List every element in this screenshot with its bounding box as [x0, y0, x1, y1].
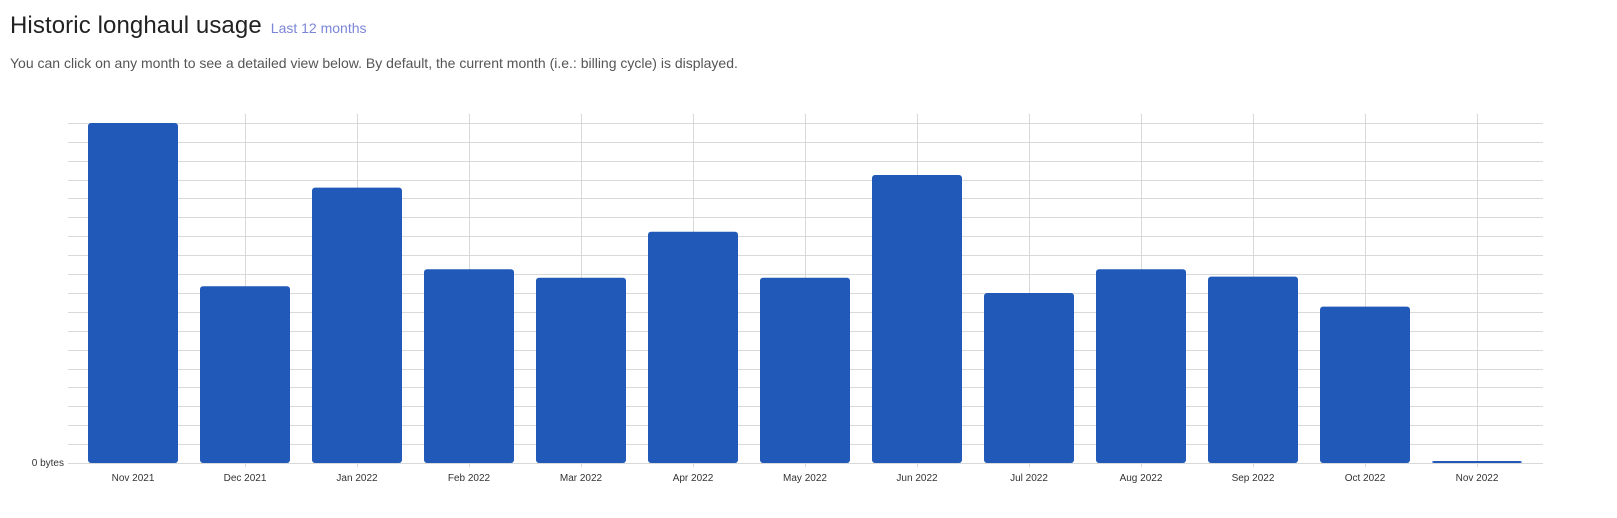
x-tick-label[interactable]: May 2022	[783, 473, 827, 484]
bar-aug-2022[interactable]	[1096, 269, 1186, 463]
bar-may-2022[interactable]	[760, 277, 850, 463]
y-tick-label-zero: 0 bytes	[32, 458, 64, 469]
chart-header: Historic longhaul usage Last 12 months	[10, 12, 367, 40]
x-tick-label[interactable]: Nov 2021	[112, 473, 155, 484]
x-tick-label[interactable]: Jul 2022	[1010, 473, 1048, 484]
x-tick-label[interactable]: Sep 2022	[1232, 473, 1275, 484]
bar-feb-2022[interactable]	[424, 269, 514, 463]
x-tick-label[interactable]: Jan 2022	[336, 473, 378, 484]
x-tick-label[interactable]: Apr 2022	[673, 473, 714, 484]
bar-jun-2022[interactable]	[872, 175, 962, 463]
x-tick-label[interactable]: Nov 2022	[1456, 473, 1499, 484]
bar-nov-2022[interactable]	[1432, 461, 1522, 463]
bar-sep-2022[interactable]	[1208, 276, 1298, 463]
bar-jan-2022[interactable]	[312, 187, 402, 463]
bars	[88, 123, 1522, 463]
x-tick-label[interactable]: Oct 2022	[1345, 473, 1386, 484]
range-link[interactable]: Last 12 months	[270, 20, 367, 36]
bar-apr-2022[interactable]	[648, 231, 738, 463]
bar-dec-2021[interactable]	[200, 286, 290, 463]
bar-oct-2022[interactable]	[1320, 306, 1410, 463]
x-tick-label[interactable]: Mar 2022	[560, 473, 603, 484]
bar-nov-2021[interactable]	[88, 123, 178, 463]
chart-title: Historic longhaul usage	[10, 12, 262, 39]
bar-mar-2022[interactable]	[536, 277, 626, 463]
x-tick-label[interactable]: Aug 2022	[1120, 473, 1163, 484]
x-tick-label[interactable]: Jun 2022	[896, 473, 938, 484]
x-tick-label[interactable]: Dec 2021	[224, 473, 267, 484]
x-tick-label[interactable]: Feb 2022	[448, 473, 491, 484]
x-axis-labels: Nov 2021 Dec 2021 Jan 2022 Feb 2022 Mar 2022…	[112, 473, 1499, 484]
bar-jul-2022[interactable]	[984, 293, 1074, 463]
chart-description: You can click on any month to see a deta…	[10, 55, 738, 71]
